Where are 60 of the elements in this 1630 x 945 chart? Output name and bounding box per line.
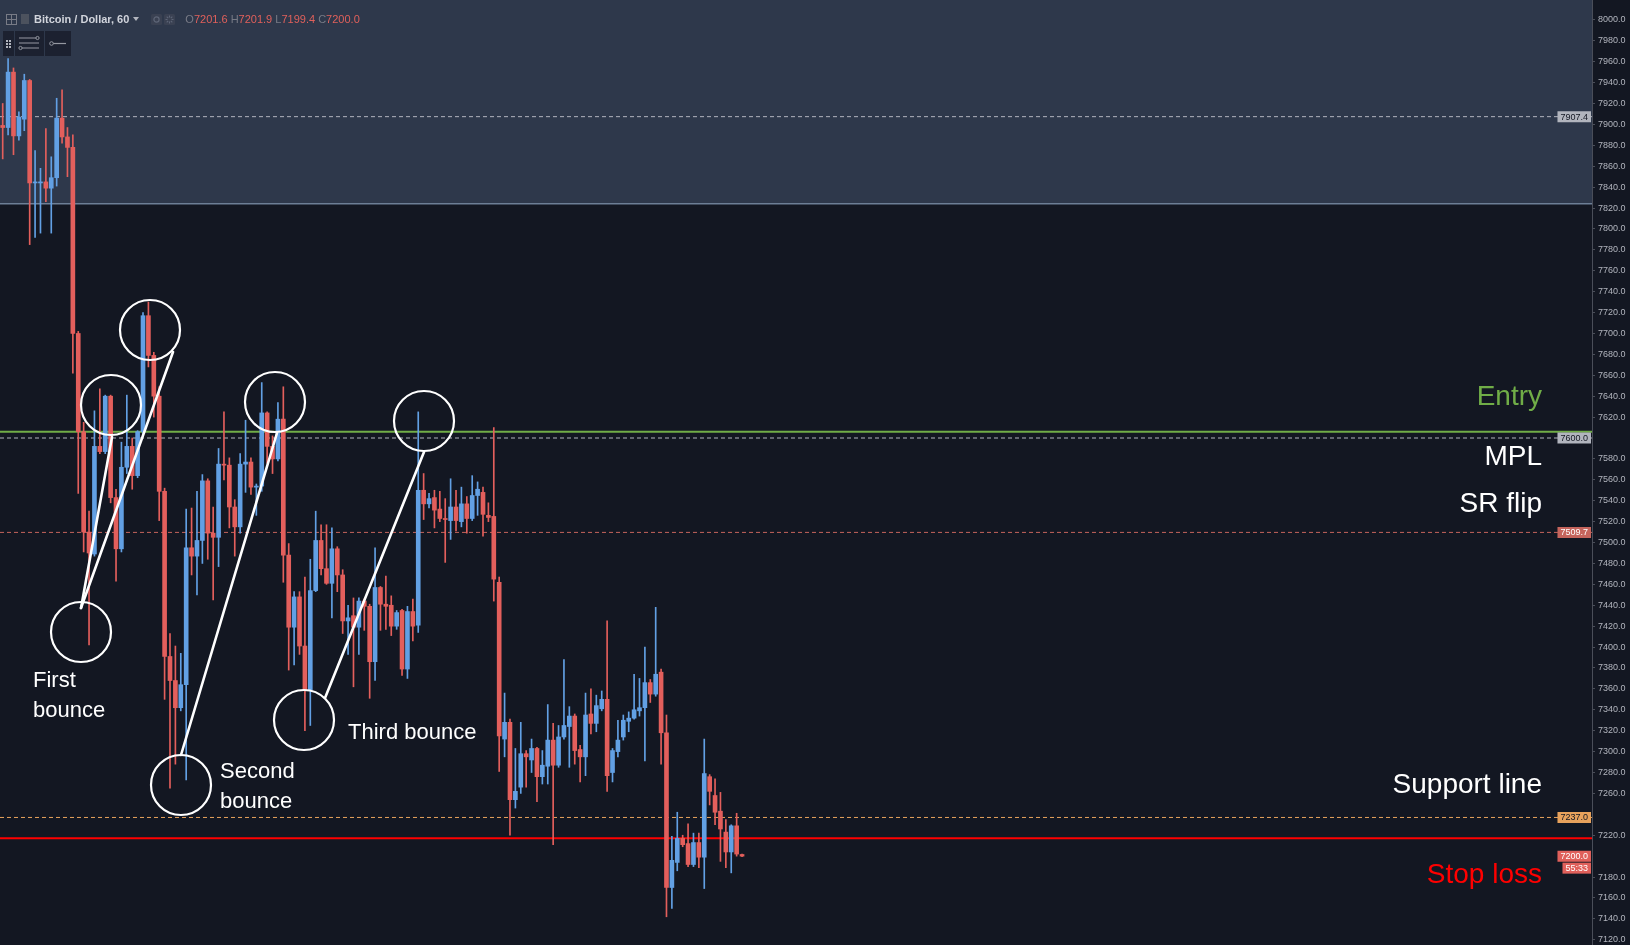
y-tick-label: 7860.0 [1598, 160, 1626, 171]
y-tick-label: 7580.0 [1598, 453, 1626, 464]
y-tick-label: 7480.0 [1598, 557, 1626, 568]
text: Bitcoin / Dollar, 60 [34, 13, 130, 25]
y-tick-label: 7520.0 [1598, 516, 1626, 527]
y-tick-label: 7440.0 [1598, 599, 1626, 610]
ref-line-label: Stop loss [1426, 858, 1542, 890]
y-tick-label: 7160.0 [1598, 892, 1626, 903]
y-tick-label: 7920.0 [1598, 97, 1626, 108]
ref-line-label: Entry [1476, 380, 1542, 412]
y-tick-label: 7340.0 [1598, 704, 1626, 715]
annotation: MPL [1484, 439, 1542, 471]
y-tick-label: 7560.0 [1598, 474, 1626, 485]
y-tick-label: 7680.0 [1598, 348, 1626, 359]
ref-line-label: 7509.7 [1560, 527, 1588, 538]
y-tick-label: 7360.0 [1598, 683, 1626, 694]
y-tick-label: 8000.0 [1598, 14, 1626, 25]
y-tick-label: 7740.0 [1598, 286, 1626, 297]
y-tick-label: 7660.0 [1598, 369, 1626, 380]
y-tick-label: 7960.0 [1598, 56, 1626, 67]
annotation: Second bounce [220, 757, 296, 815]
annotation: Third bounce [348, 718, 478, 746]
y-tick-label: 7900.0 [1598, 118, 1626, 129]
y-tick-label: 7700.0 [1598, 327, 1626, 338]
y-tick-label: 7420.0 [1598, 620, 1626, 631]
y-tick-label: 7780.0 [1598, 244, 1626, 255]
y-tick-label: 7140.0 [1598, 913, 1626, 924]
y-tick-label: 7280.0 [1598, 767, 1626, 777]
annotation: 55:33 [1565, 863, 1588, 874]
y-tick-label: 7640.0 [1598, 390, 1626, 401]
y-tick-label: 7500.0 [1598, 537, 1626, 548]
annotation: SR flip [1459, 487, 1542, 519]
y-tick-label: 7400.0 [1598, 641, 1626, 652]
y-tick-label: 7840.0 [1598, 181, 1626, 192]
annotation: 7200.0 [1560, 851, 1588, 862]
y-tick-label: 7980.0 [1598, 35, 1626, 46]
y-tick-label: 7880.0 [1598, 139, 1626, 150]
y-tick-label: 7380.0 [1598, 662, 1626, 673]
y-tick-label: 7260.0 [1598, 787, 1626, 798]
y-tick-label: 7180.0 [1598, 871, 1626, 882]
y-tick-label: 7540.0 [1598, 495, 1626, 506]
text: O7201.6 H7201.9 L7199.4 C7200.0 [185, 13, 360, 25]
ref-line-label: 7907.4 [1560, 111, 1588, 122]
y-tick-label: 7800.0 [1598, 223, 1626, 234]
y-tick-label: 7320.0 [1598, 725, 1626, 736]
y-tick-label: 7940.0 [1598, 77, 1626, 88]
ref-line-label: 7237.0 [1560, 812, 1588, 823]
annotation: Support line [1392, 768, 1542, 800]
y-tick-label: 7820.0 [1598, 202, 1626, 213]
candlestick [653, 607, 659, 697]
annotation: First bounce [33, 666, 107, 724]
y-tick-label: 7300.0 [1598, 746, 1626, 757]
candlestick [0, 103, 6, 160]
ref-line-label: 7600.0 [1560, 432, 1588, 443]
y-tick-label: 7620.0 [1598, 411, 1626, 422]
y-tick-label: 7460.0 [1598, 578, 1626, 589]
y-tick-label: 7760.0 [1598, 265, 1626, 276]
y-tick-label: 7720.0 [1598, 307, 1626, 318]
y-tick-label: 7120.0 [1598, 934, 1626, 945]
y-tick-label: 7220.0 [1598, 829, 1626, 840]
